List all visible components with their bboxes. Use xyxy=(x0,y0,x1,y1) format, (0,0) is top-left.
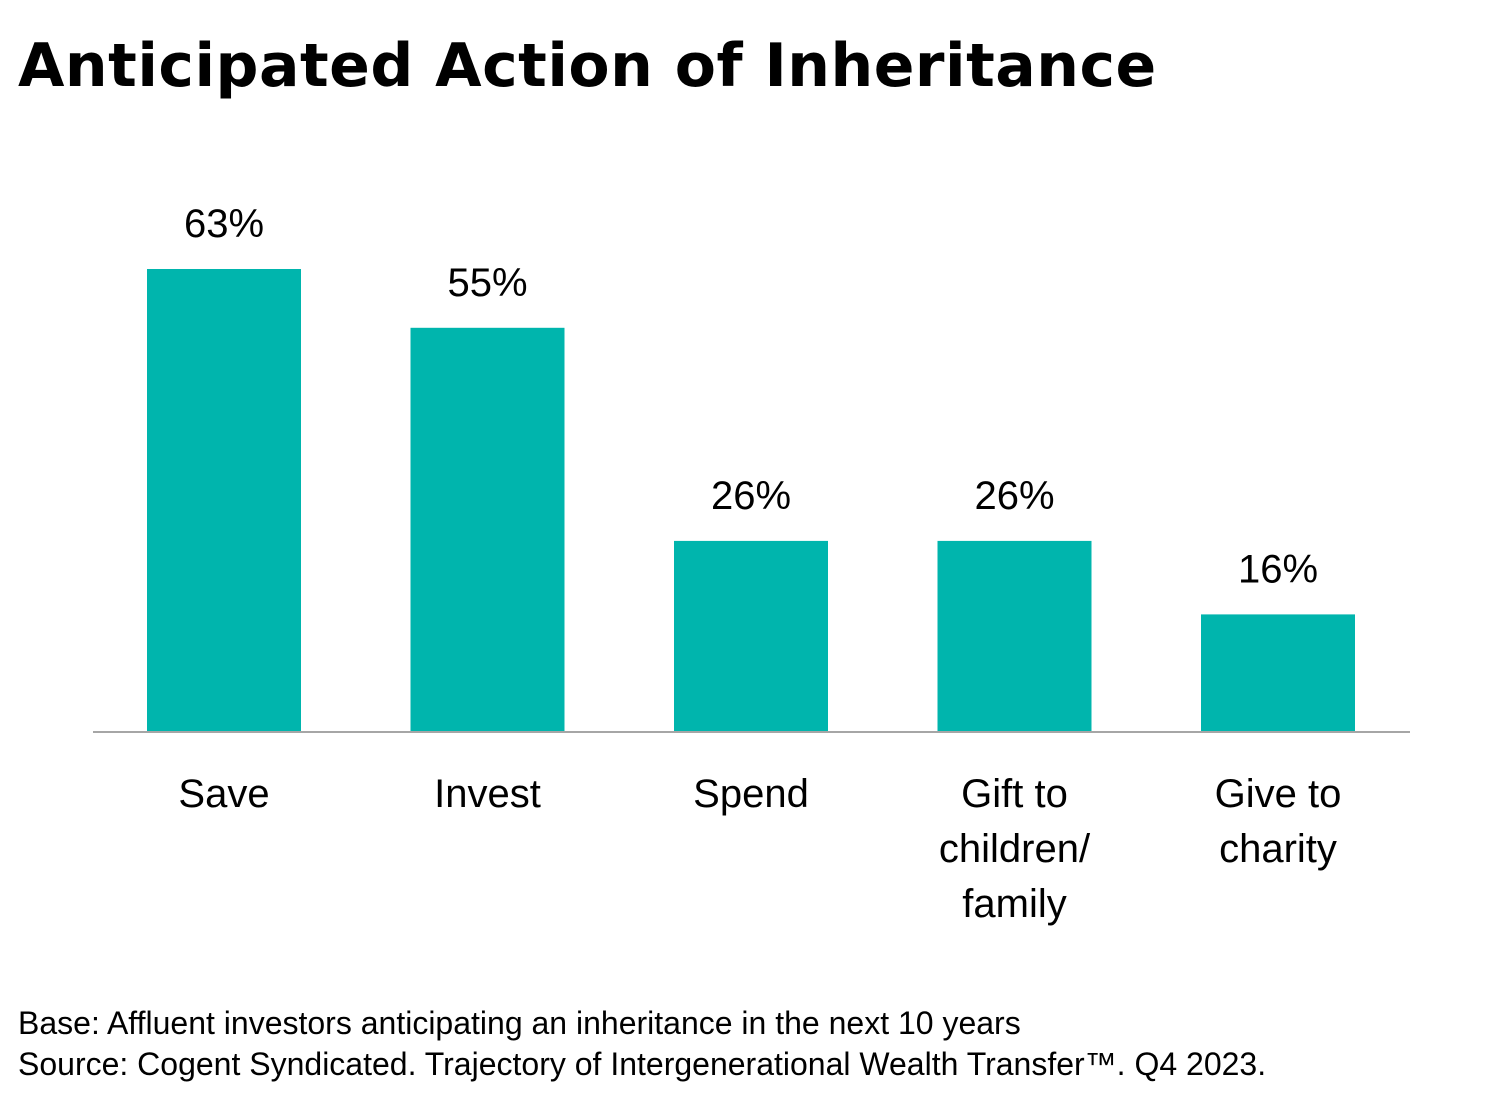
chart-title: Anticipated Action of Inheritance xyxy=(18,31,1157,101)
footnote-source: Source: Cogent Syndicated. Trajectory of… xyxy=(18,1046,1267,1082)
bar-2 xyxy=(674,540,828,732)
value-label-1: 55% xyxy=(447,261,527,305)
category-label-1-line-0: Invest xyxy=(434,772,541,816)
bar-1 xyxy=(410,327,565,732)
bar-4 xyxy=(1201,614,1355,732)
value-labels-layer: 63% 55% 26% 26% 16% xyxy=(184,202,1318,591)
category-label-1: Invest xyxy=(434,772,541,816)
bar-3 xyxy=(937,540,1092,732)
category-label-3-line-0: Gift to xyxy=(961,772,1068,816)
category-label-4: Give to charity xyxy=(1215,772,1342,871)
bar-chart: 63% 55% 26% 26% 16% Save Invest Spend Gift to ch… xyxy=(93,202,1410,926)
category-label-2: Spend xyxy=(693,772,809,816)
category-label-4-line-0: Give to xyxy=(1215,772,1342,816)
footnote-base: Base: Affluent investors anticipating an… xyxy=(18,1005,1021,1041)
category-label-0: Save xyxy=(178,772,269,816)
category-label-3-line-1: children/ xyxy=(939,827,1091,871)
category-labels-layer: Save Invest Spend Gift to children/family Giv… xyxy=(178,772,1341,926)
value-label-2: 26% xyxy=(711,474,791,518)
category-label-2-line-0: Spend xyxy=(693,772,809,816)
category-label-0-line-0: Save xyxy=(178,772,269,816)
bar-0 xyxy=(147,269,301,732)
category-label-3: Gift to children/family xyxy=(939,772,1091,926)
category-label-4-line-1: charity xyxy=(1219,827,1337,871)
category-label-3-line-2: family xyxy=(962,882,1066,926)
value-label-4: 16% xyxy=(1238,547,1318,591)
value-label-0: 63% xyxy=(184,202,264,246)
bars-layer xyxy=(147,269,1355,732)
value-label-3: 26% xyxy=(974,474,1054,518)
